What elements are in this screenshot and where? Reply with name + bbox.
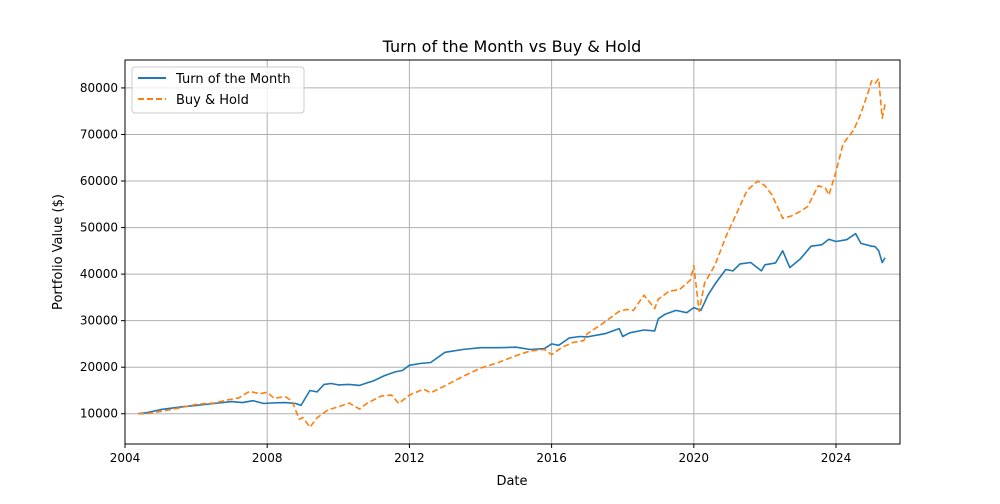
x-tick-label: 2024	[821, 451, 852, 465]
legend-label-turn-of-the-month: Turn of the Month	[175, 72, 291, 87]
legend-box	[131, 66, 305, 114]
axis-ticks: 2004 2008 2012 2016 2020 2024 10000 20000 30000 4…	[80, 81, 851, 465]
y-tick-label: 60000	[80, 174, 118, 188]
y-tick-label: 70000	[80, 127, 118, 141]
series-layer	[138, 77, 886, 429]
y-tick-label: 30000	[80, 314, 118, 328]
series-line-buy-hold	[138, 77, 886, 429]
x-tick-label: 2008	[252, 451, 283, 465]
grid	[124, 60, 900, 444]
y-axis-label: Portfolio Value ($)	[51, 194, 66, 310]
x-axis-label: Date	[496, 474, 527, 489]
y-tick-label: 50000	[80, 221, 118, 235]
y-tick-label: 40000	[80, 267, 118, 281]
x-tick-label: 2004	[110, 451, 141, 465]
legend: Turn of the Month Buy & Hold	[131, 66, 305, 114]
plot-area-frame	[124, 59, 901, 445]
x-tick-label: 2020	[679, 451, 710, 465]
y-tick-label: 10000	[80, 407, 118, 421]
legend-label-buy-and-hold: Buy & Hold	[176, 93, 249, 108]
x-tick-label: 2016	[536, 451, 567, 465]
y-tick-label: 20000	[80, 360, 118, 374]
chart-title: Turn of the Month vs Buy & Hold	[382, 37, 642, 56]
series-line-turn-of-the-month	[138, 232, 886, 415]
x-tick-label: 2012	[394, 451, 425, 465]
y-tick-label: 80000	[80, 81, 118, 95]
